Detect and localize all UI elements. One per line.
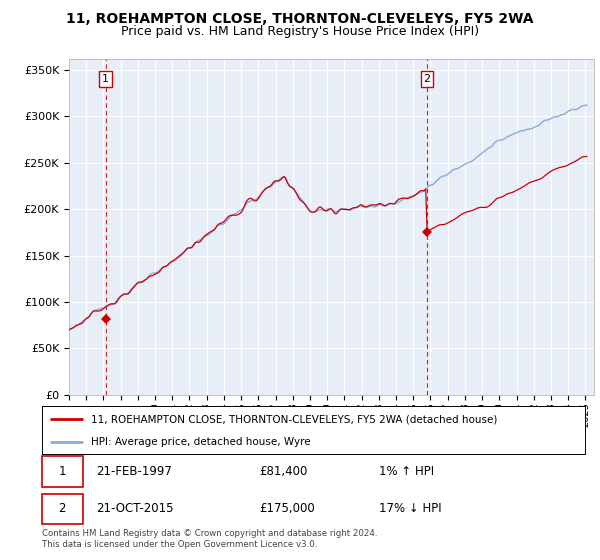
Text: 11, ROEHAMPTON CLOSE, THORNTON-CLEVELEYS, FY5 2WA: 11, ROEHAMPTON CLOSE, THORNTON-CLEVELEYS… xyxy=(66,12,534,26)
Text: 2: 2 xyxy=(424,74,431,84)
Text: 1% ↑ HPI: 1% ↑ HPI xyxy=(379,465,434,478)
Text: Price paid vs. HM Land Registry's House Price Index (HPI): Price paid vs. HM Land Registry's House … xyxy=(121,25,479,38)
FancyBboxPatch shape xyxy=(42,493,83,524)
Text: 17% ↓ HPI: 17% ↓ HPI xyxy=(379,502,441,515)
Text: 21-OCT-2015: 21-OCT-2015 xyxy=(97,502,174,515)
Text: 11, ROEHAMPTON CLOSE, THORNTON-CLEVELEYS, FY5 2WA (detached house): 11, ROEHAMPTON CLOSE, THORNTON-CLEVELEYS… xyxy=(91,414,497,424)
Text: 1: 1 xyxy=(59,465,66,478)
Text: HPI: Average price, detached house, Wyre: HPI: Average price, detached house, Wyre xyxy=(91,437,310,447)
Text: 2: 2 xyxy=(59,502,66,515)
Text: £81,400: £81,400 xyxy=(259,465,308,478)
Text: 1: 1 xyxy=(102,74,109,84)
FancyBboxPatch shape xyxy=(42,456,83,487)
Text: Contains HM Land Registry data © Crown copyright and database right 2024.
This d: Contains HM Land Registry data © Crown c… xyxy=(42,529,377,549)
Text: £175,000: £175,000 xyxy=(259,502,315,515)
Text: 21-FEB-1997: 21-FEB-1997 xyxy=(97,465,172,478)
